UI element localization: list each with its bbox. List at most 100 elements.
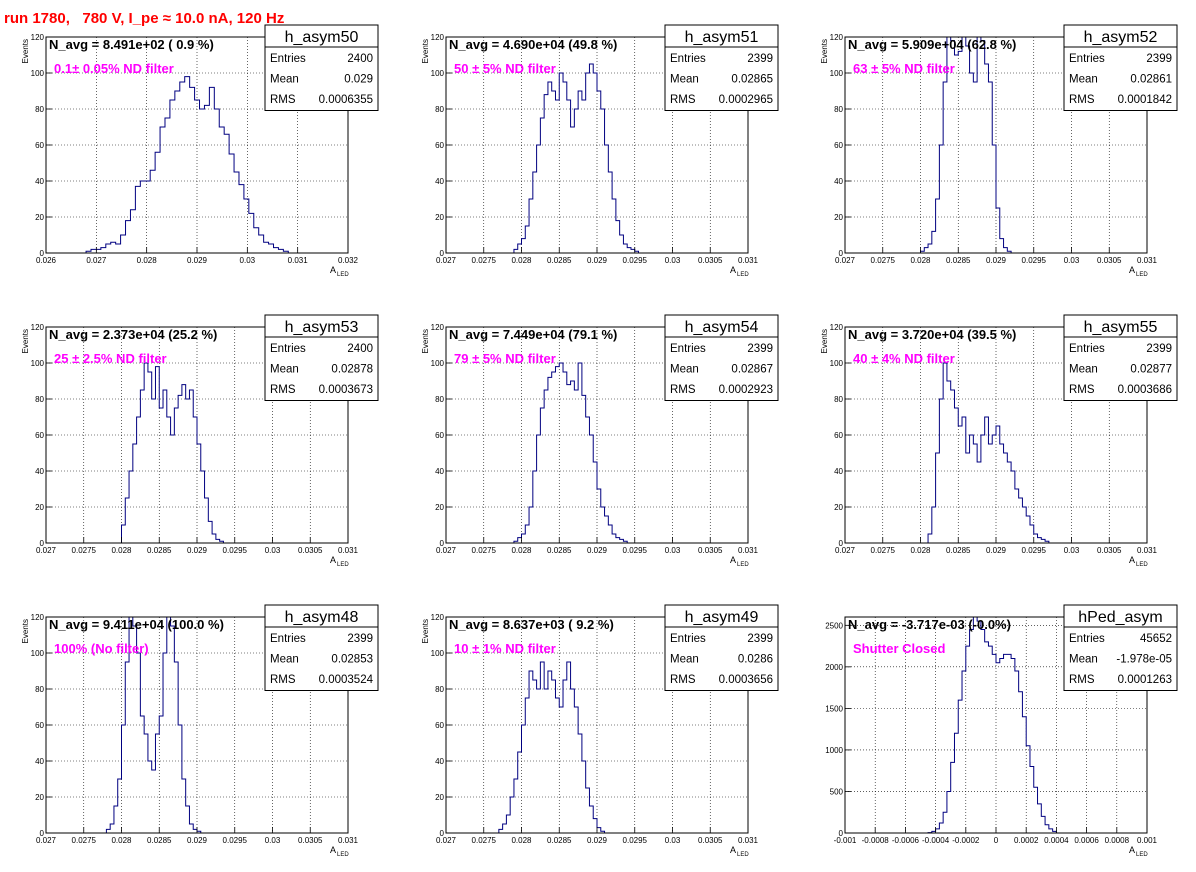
- x-tick-label: 0.0295: [1022, 256, 1047, 265]
- y-tick-label: 20: [435, 213, 444, 222]
- panel-title: N_avg = 4.690e+04 (49.8 %): [449, 37, 617, 52]
- y-tick-label: 120: [431, 323, 445, 332]
- y-tick-label: 80: [435, 395, 444, 404]
- y-tick-label: 100: [431, 359, 445, 368]
- x-tick-label: 0.031: [1137, 256, 1158, 265]
- y-tick-label: 1500: [825, 704, 843, 713]
- y-tick-label: 80: [35, 105, 44, 114]
- filter-annotation: 50 ± 5% ND filter: [454, 61, 556, 76]
- histogram-name: h_asym52: [1084, 29, 1158, 46]
- x-tick-label: 0.03: [265, 836, 281, 845]
- y-tick-label: 120: [830, 323, 844, 332]
- stats-box: [264, 24, 379, 111]
- x-tick-label: 0.0275: [472, 256, 497, 265]
- histogram-steps: [513, 362, 650, 544]
- x-tick-label: 0.027: [835, 546, 856, 555]
- x-tick-label: 0.031: [338, 546, 359, 555]
- y-tick-label: 60: [834, 141, 843, 150]
- x-tick-label: 0.028: [511, 256, 532, 265]
- y-tick-label: 80: [435, 685, 444, 694]
- stats-label: RMS: [270, 674, 296, 686]
- stats-value: 2400: [347, 343, 373, 355]
- stats-label: Entries: [270, 53, 306, 65]
- y-tick-label: 80: [35, 395, 44, 404]
- x-tick-label: 0.029: [187, 256, 208, 265]
- stats-box: [1063, 24, 1178, 111]
- y-tick-label: 0: [839, 829, 844, 838]
- y-tick-label: 1000: [825, 746, 843, 755]
- x-tick-label: 0.0285: [946, 546, 971, 555]
- y-tick-label: 60: [35, 721, 44, 730]
- stats-label: Mean: [270, 74, 299, 86]
- x-tick-label: 0.028: [511, 546, 532, 555]
- x-tick-label: 0.0295: [1022, 546, 1047, 555]
- stats-box: [664, 314, 779, 401]
- y-tick-label: 100: [830, 69, 844, 78]
- x-tick-label: 0.031: [738, 836, 759, 845]
- y-tick-label: 20: [834, 503, 843, 512]
- x-tick-label: 0.0275: [72, 836, 97, 845]
- stats-value: 2399: [747, 343, 773, 355]
- y-tick-label: 80: [834, 395, 843, 404]
- histogram-steps: [513, 63, 650, 254]
- stats-label: Entries: [1069, 633, 1105, 645]
- x-tick-label: 0.0002: [1014, 836, 1039, 845]
- stats-value: 2399: [347, 633, 373, 645]
- y-axis-label: Events: [421, 39, 430, 63]
- y-tick-label: 0: [440, 249, 445, 258]
- stats-label: RMS: [270, 94, 296, 106]
- x-tick-label: 0.028: [137, 256, 158, 265]
- y-tick-label: 40: [435, 757, 444, 766]
- y-tick-label: 60: [435, 721, 444, 730]
- y-tick-label: 40: [435, 467, 444, 476]
- x-tick-label: 0.031: [338, 836, 359, 845]
- y-tick-label: 0: [440, 539, 445, 548]
- stats-label: Mean: [670, 364, 699, 376]
- stats-value: 0.029: [344, 74, 373, 86]
- x-tick-label: 0.0295: [623, 836, 648, 845]
- stats-label: Entries: [1069, 53, 1105, 65]
- y-axis-label: Events: [421, 329, 430, 353]
- x-tick-label: 0.03: [665, 256, 681, 265]
- x-tick-label: 0.03: [665, 836, 681, 845]
- stats-label: Mean: [670, 654, 699, 666]
- stats-value: 2399: [1146, 53, 1172, 65]
- x-tick-label: 0.03: [665, 546, 681, 555]
- x-tick-label: 0.0275: [472, 546, 497, 555]
- x-tick-label: 0.0285: [946, 256, 971, 265]
- x-tick-label: 0.027: [436, 546, 457, 555]
- y-axis-label: Events: [21, 39, 30, 63]
- filter-annotation: 40 ± 4% ND filter: [853, 351, 955, 366]
- y-tick-label: 20: [435, 503, 444, 512]
- stats-value: 0.02877: [1130, 364, 1172, 376]
- histogram-panel-h_asym48: 0.027 0.0275 0.028 0.0285 0.029 0.0295 0.03 0.0…: [21, 604, 379, 858]
- stats-label: RMS: [670, 384, 696, 396]
- x-tick-label: 0.027: [36, 546, 57, 555]
- y-tick-label: 60: [435, 141, 444, 150]
- x-axis-label-subscript: LED: [1136, 272, 1148, 278]
- y-tick-label: 120: [431, 613, 445, 622]
- stats-label: Mean: [270, 364, 299, 376]
- x-tick-label: -0.0004: [922, 836, 950, 845]
- stats-label: Mean: [270, 654, 299, 666]
- x-tick-label: -0.0008: [862, 836, 890, 845]
- x-tick-label: 0.03: [265, 546, 281, 555]
- x-tick-label: 0.028: [511, 836, 532, 845]
- stats-box: [664, 24, 779, 111]
- histogram-steps: [927, 362, 1064, 544]
- stats-label: RMS: [1069, 384, 1095, 396]
- x-axis-label-subscript: LED: [1136, 852, 1148, 858]
- y-tick-label: 0: [839, 249, 844, 258]
- x-tick-label: 0.028: [111, 546, 132, 555]
- x-tick-label: 0.031: [1137, 546, 1158, 555]
- x-axis-label: A: [330, 265, 336, 275]
- stats-label: RMS: [1069, 94, 1095, 106]
- x-axis-label-subscript: LED: [337, 272, 349, 278]
- y-tick-label: 120: [31, 323, 45, 332]
- stats-box: [264, 604, 379, 691]
- histogram-steps: [920, 36, 1034, 254]
- stats-label: RMS: [670, 94, 696, 106]
- y-tick-label: 100: [431, 649, 445, 658]
- y-tick-label: 100: [431, 69, 445, 78]
